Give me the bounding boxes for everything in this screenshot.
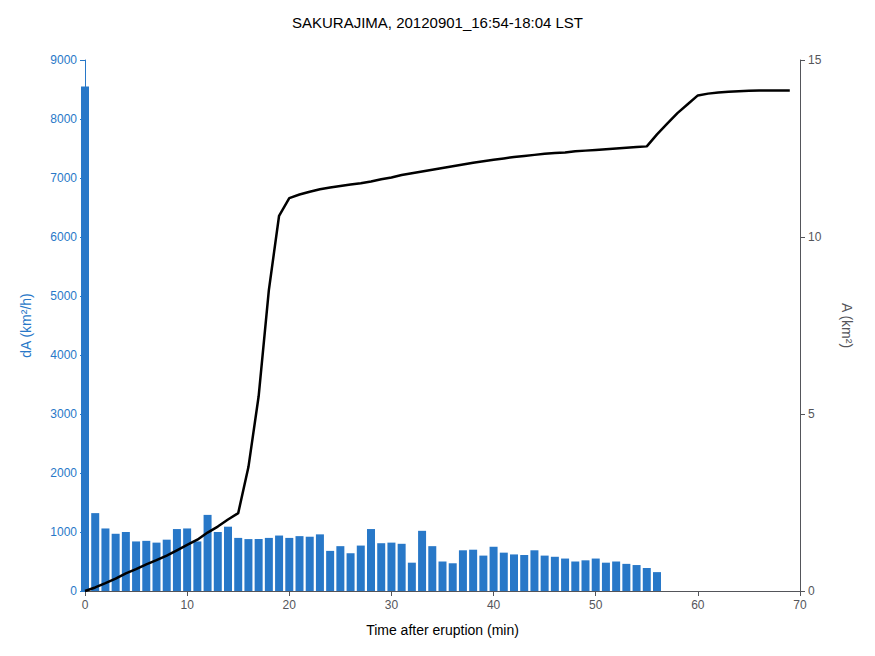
svg-text:8000: 8000 <box>50 112 77 126</box>
svg-text:70: 70 <box>793 598 807 612</box>
svg-text:0: 0 <box>808 584 815 598</box>
svg-text:10: 10 <box>180 598 194 612</box>
svg-text:2000: 2000 <box>50 466 77 480</box>
svg-text:15: 15 <box>808 53 822 67</box>
svg-text:0: 0 <box>70 584 77 598</box>
svg-text:50: 50 <box>589 598 603 612</box>
svg-text:6000: 6000 <box>50 230 77 244</box>
svg-text:0: 0 <box>82 598 89 612</box>
svg-text:SAKURAJIMA, 20120901_16:54-18:: SAKURAJIMA, 20120901_16:54-18:04 LST <box>292 14 583 31</box>
svg-text:40: 40 <box>487 598 501 612</box>
svg-text:7000: 7000 <box>50 171 77 185</box>
svg-text:5000: 5000 <box>50 289 77 303</box>
svg-text:4000: 4000 <box>50 348 77 362</box>
svg-text:dA (km²/h): dA (km²/h) <box>18 293 34 358</box>
svg-text:9000: 9000 <box>50 53 77 67</box>
svg-text:Time after eruption (min): Time after eruption (min) <box>366 622 519 638</box>
svg-text:A (km²): A (km²) <box>839 303 855 348</box>
svg-text:5: 5 <box>808 407 815 421</box>
svg-text:1000: 1000 <box>50 525 77 539</box>
svg-text:10: 10 <box>808 230 822 244</box>
svg-text:20: 20 <box>283 598 297 612</box>
svg-text:3000: 3000 <box>50 407 77 421</box>
svg-text:30: 30 <box>385 598 399 612</box>
svg-text:60: 60 <box>691 598 705 612</box>
